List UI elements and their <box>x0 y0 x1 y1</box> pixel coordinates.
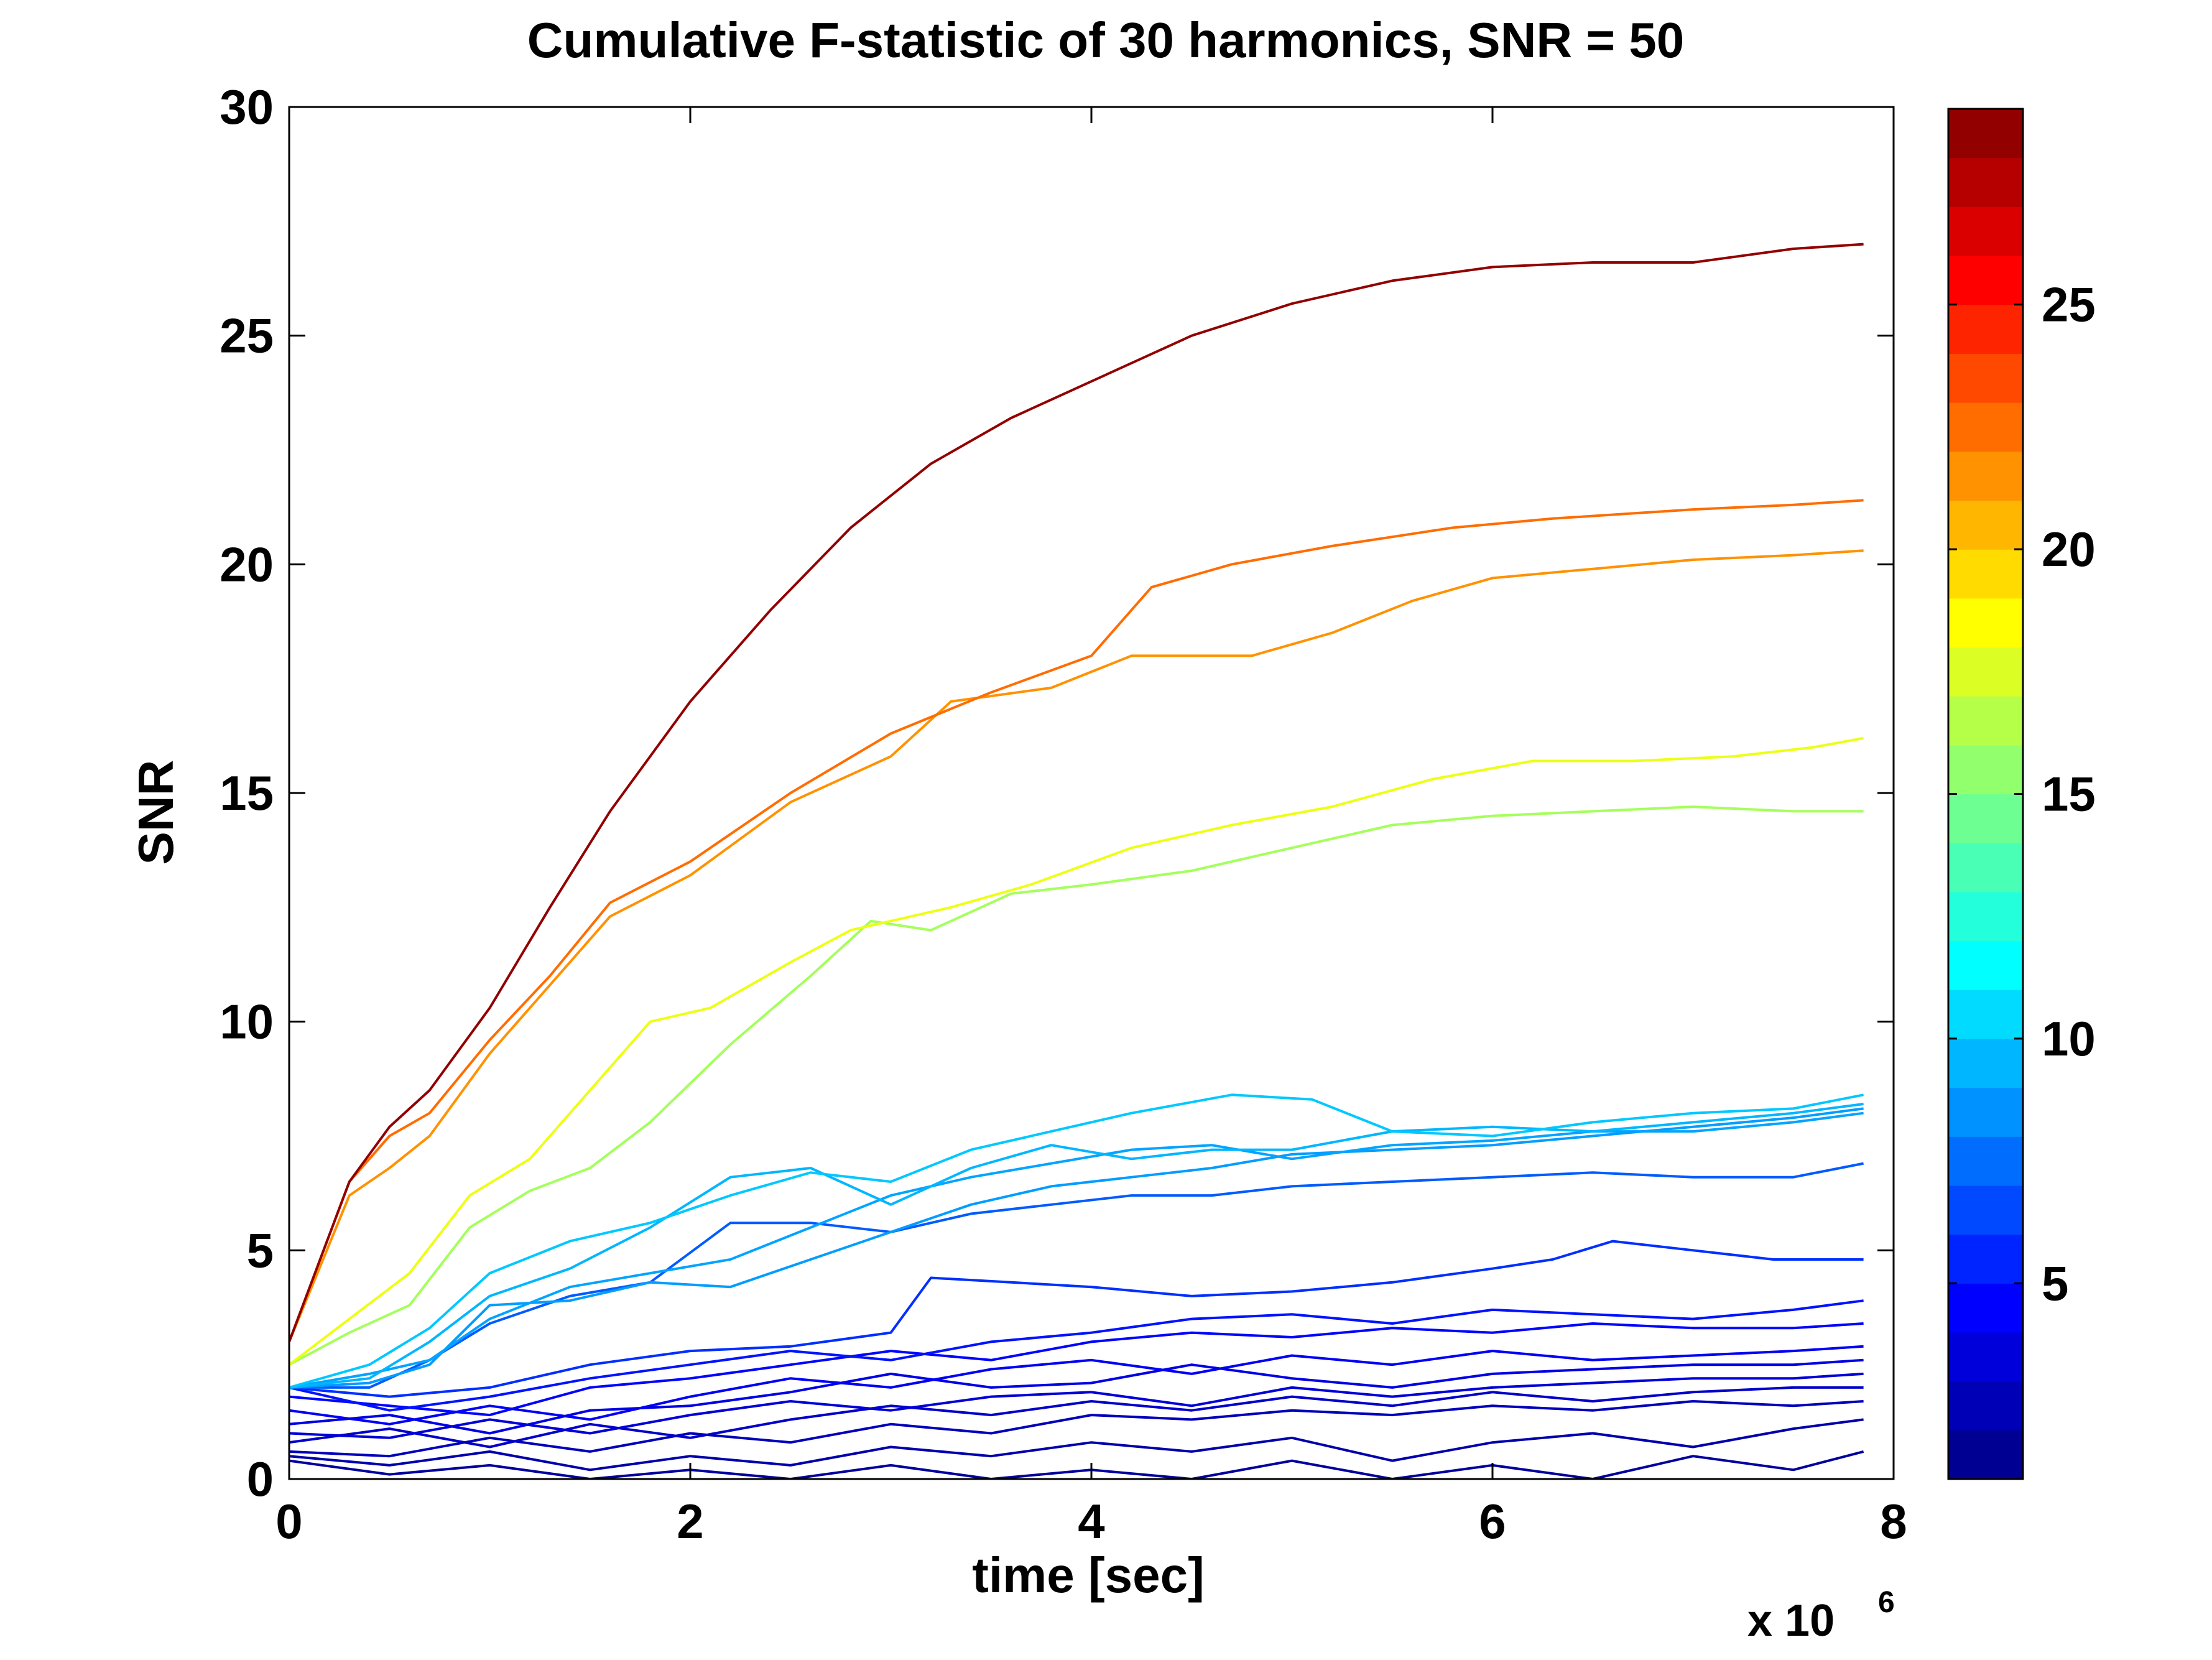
colorbar-band <box>1948 1381 2023 1430</box>
y-axis-label: SNR <box>128 760 183 865</box>
colorbar-tick-label: 20 <box>2042 522 2096 577</box>
colorbar-band <box>1948 891 2023 942</box>
colorbar-tick-label: 5 <box>2042 1256 2068 1310</box>
series-lines <box>289 243 1864 1479</box>
colorbar-band <box>1948 843 2023 893</box>
y-tick-label: 30 <box>220 80 274 134</box>
series-line-16 <box>289 1372 1864 1439</box>
x-tick-label: 8 <box>1880 1494 1907 1549</box>
series-line-4 <box>289 736 1864 1366</box>
colorbar-band <box>1948 157 2023 207</box>
colorbar-band <box>1948 1430 2023 1480</box>
colorbar-band <box>1948 1283 2023 1333</box>
colorbar-band <box>1948 549 2023 599</box>
colorbar-band <box>1948 206 2023 256</box>
colorbar-band <box>1948 1136 2023 1186</box>
colorbar-band <box>1948 500 2023 550</box>
colorbar-band <box>1948 696 2023 746</box>
series-line-19 <box>289 1418 1864 1472</box>
colorbar-band <box>1948 451 2023 501</box>
x-tick-label: 2 <box>677 1494 703 1549</box>
colorbar-band <box>1948 402 2023 452</box>
series-line-8 <box>289 1111 1864 1389</box>
colorbar: 5 10 15 20 25 <box>1947 108 2096 1480</box>
colorbar-band <box>1948 1332 2023 1382</box>
colorbar-band <box>1948 1185 2023 1235</box>
series-line-3 <box>289 549 1864 1343</box>
colorbar-band <box>1948 647 2023 697</box>
series-line-1 <box>289 243 1864 1343</box>
colorbar-band <box>1948 940 2023 990</box>
series-line-2 <box>289 499 1864 1343</box>
colorbar-band <box>1948 1087 2023 1137</box>
x-axis-label: time [sec] <box>972 1547 1204 1603</box>
y-tick-label: 25 <box>220 308 274 363</box>
x-tick-label: 6 <box>1479 1494 1506 1549</box>
y-tick-label: 10 <box>220 995 274 1049</box>
y-tick-label: 0 <box>247 1452 274 1506</box>
series-line-17 <box>289 1386 1864 1449</box>
series-line-7 <box>289 1103 1864 1389</box>
x-multiplier-label: x 10 <box>1747 1596 1835 1646</box>
colorbar-band <box>1948 256 2023 305</box>
y-tick-label: 20 <box>220 537 274 591</box>
y-tick-label: 5 <box>247 1223 274 1277</box>
series-line-10 <box>289 1162 1864 1389</box>
colorbar-tick-label: 25 <box>2042 277 2096 332</box>
series-line-9 <box>289 1107 1864 1389</box>
series-line-14 <box>289 1345 1864 1426</box>
colorbar-band <box>1948 1234 2023 1284</box>
colorbar-tick-label: 15 <box>2042 767 2096 822</box>
chart-title: Cumulative F-statistic of 30 harmonics, … <box>527 12 1685 68</box>
colorbar-band <box>1948 744 2023 795</box>
x-multiplier: x 10 6 <box>1747 1586 1895 1646</box>
colorbar-band <box>1948 598 2023 648</box>
series-line-18 <box>289 1400 1864 1458</box>
y-tick-label: 15 <box>220 766 274 820</box>
colorbar-band <box>1948 109 2023 159</box>
colorbar-tick-label: 10 <box>2042 1011 2096 1066</box>
series-line-6 <box>289 1093 1864 1389</box>
series-line-13 <box>289 1322 1864 1417</box>
series-line-12 <box>289 1299 1864 1412</box>
series-line-15 <box>289 1358 1864 1435</box>
x-tick-label: 4 <box>1078 1494 1104 1549</box>
colorbar-band <box>1948 1038 2023 1088</box>
plot-area: 0 2 4 6 8 0 5 10 15 20 25 30 <box>220 80 1907 1549</box>
colorbar-band <box>1948 990 2023 1039</box>
x-multiplier-exponent: 6 <box>1878 1586 1895 1619</box>
colorbar-band <box>1948 353 2023 403</box>
x-tick-label: 0 <box>275 1494 302 1549</box>
series-line-5 <box>289 805 1864 1366</box>
series-line-11 <box>289 1240 1864 1398</box>
plot-background <box>289 107 1894 1479</box>
colorbar-band <box>1948 794 2023 843</box>
colorbar-band <box>1948 304 2023 354</box>
